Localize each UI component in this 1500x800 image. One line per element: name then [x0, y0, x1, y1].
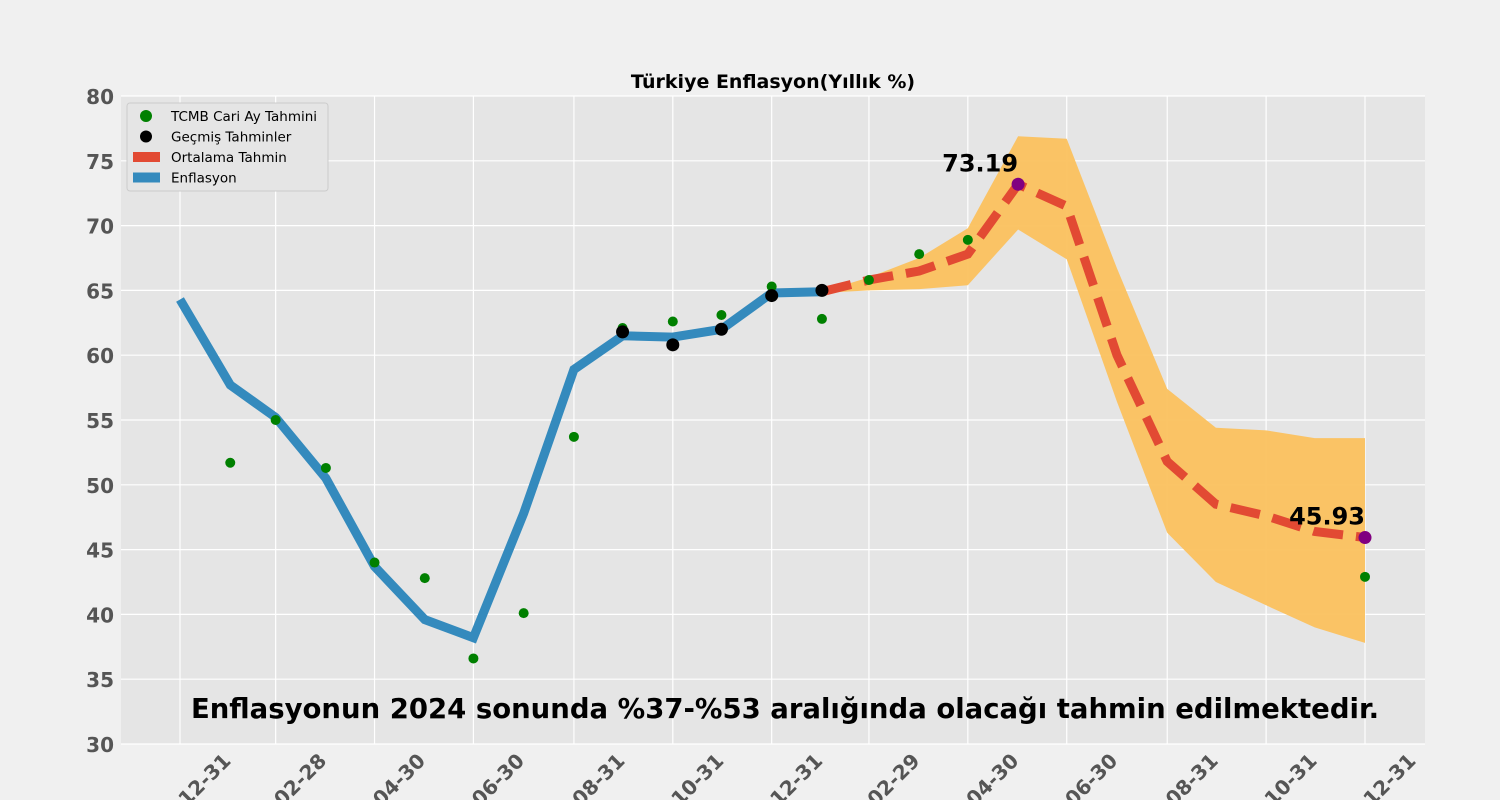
past-forecast-point — [714, 322, 728, 336]
y-tick-label: 70 — [86, 215, 114, 239]
x-tick-label: 08-31 — [1161, 749, 1223, 800]
past-forecast-point — [815, 283, 829, 297]
y-tick-label: 40 — [86, 603, 114, 627]
tcmb-forecast-point — [369, 557, 380, 568]
x-tick-label: 04-30 — [368, 749, 430, 800]
mean-forecast-line — [820, 178, 1366, 542]
y-tick-label: 65 — [86, 279, 114, 303]
tcmb-forecast-point — [766, 281, 777, 292]
forecast-band-layer — [821, 136, 1365, 643]
highlight-point — [1011, 177, 1025, 191]
tcmb-forecast-point — [1360, 571, 1370, 582]
legend-patch — [133, 152, 160, 162]
series-lines-layer — [176, 178, 1366, 644]
y-tick-label: 30 — [86, 733, 114, 757]
y-tick-label: 50 — [86, 474, 114, 498]
x-tick-labels: 12-31 02-28 04-30 06-30 08-31 10-31 12-31 02-29… — [173, 749, 1420, 800]
tcmb-forecast-point — [419, 573, 430, 584]
legend-box — [126, 102, 329, 192]
x-tick-label: 10-31 — [666, 749, 728, 800]
tcmb-forecast-point — [518, 608, 529, 619]
legend-label: Enflasyon — [171, 171, 237, 187]
x-tick-label: 06-30 — [467, 749, 529, 800]
y-tick-label: 55 — [86, 409, 114, 433]
legend-label: Ortalama Tahmin — [171, 150, 287, 166]
highlight-point — [1358, 531, 1372, 545]
forecast-annotation: Enflasyonun 2024 sonunda %37-%53 aralığı… — [191, 693, 1379, 725]
past-forecast-point — [616, 325, 630, 339]
legend-label: TCMB Cari Ay Tahmini — [170, 109, 317, 125]
legend-marker — [140, 110, 152, 122]
y-tick-label: 60 — [86, 344, 114, 368]
inflation-line — [176, 287, 823, 644]
y-tick-label: 45 — [86, 539, 114, 563]
highlight-labels: 73.19 45.93 — [942, 149, 1372, 545]
tcmb-forecast-point — [568, 431, 579, 442]
x-tick-label: 08-31 — [567, 749, 629, 800]
chart-title: Türkiye Enflasyon(Yıllık %) — [631, 71, 915, 93]
y-tick-labels: 30 35 40 45 50 55 60 65 70 75 80 — [86, 85, 114, 757]
x-tick-label: 12-31 — [173, 749, 235, 800]
tcmb-forecast-point — [270, 415, 281, 425]
highlight-value-label: 45.93 — [1289, 503, 1365, 531]
tcmb-forecast-point — [716, 310, 727, 321]
legend-label: Geçmiş Tahminler — [171, 130, 292, 146]
x-tick-label: 12-31 — [1358, 749, 1420, 800]
x-tick-label: 02-29 — [862, 749, 924, 800]
x-tick-label: 10-31 — [1259, 749, 1321, 800]
tcmb-forecast-point — [914, 249, 925, 260]
x-tick-label: 06-30 — [1060, 749, 1122, 800]
tcmb-forecast-point — [667, 316, 678, 327]
scatter-points-layer — [225, 234, 1370, 664]
tcmb-forecast-point — [320, 462, 331, 473]
x-tick-label: 04-30 — [961, 749, 1023, 800]
past-forecast-point — [666, 338, 680, 352]
x-tick-label: 02-28 — [269, 749, 331, 800]
x-tick-label: 12-31 — [765, 749, 827, 800]
y-tick-label: 75 — [86, 150, 114, 174]
highlight-value-label: 73.19 — [942, 149, 1018, 177]
forecast-range-band — [821, 136, 1365, 643]
legend-marker — [140, 130, 152, 143]
past-forecast-point — [765, 289, 779, 303]
tcmb-forecast-point — [225, 457, 236, 468]
y-tick-label: 35 — [86, 668, 114, 692]
legend-patch — [133, 172, 160, 183]
tcmb-forecast-point — [816, 313, 827, 324]
tcmb-forecast-point — [468, 653, 479, 664]
legend: TCMB Cari Ay Tahmini Geçmiş Tahminler Orta… — [126, 102, 329, 192]
tcmb-forecast-point — [863, 275, 874, 286]
y-tick-label: 80 — [86, 85, 114, 109]
tcmb-forecast-point — [962, 234, 973, 245]
